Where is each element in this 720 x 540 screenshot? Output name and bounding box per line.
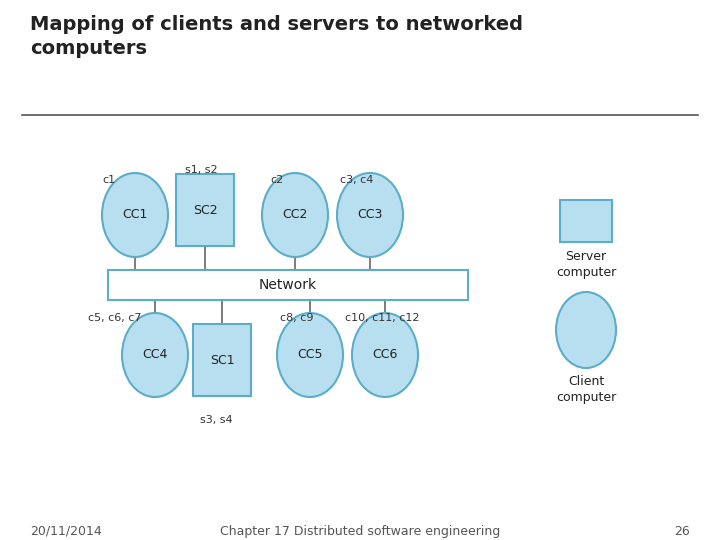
Text: SC1: SC1 xyxy=(210,354,234,367)
FancyBboxPatch shape xyxy=(193,324,251,396)
Text: CC2: CC2 xyxy=(282,208,307,221)
Ellipse shape xyxy=(262,173,328,257)
Text: c3, c4: c3, c4 xyxy=(340,175,374,185)
Text: 20/11/2014: 20/11/2014 xyxy=(30,525,102,538)
FancyBboxPatch shape xyxy=(176,174,234,246)
Text: c10, c11, c12: c10, c11, c12 xyxy=(345,313,420,323)
Text: c8, c9: c8, c9 xyxy=(280,313,313,323)
Ellipse shape xyxy=(102,173,168,257)
Text: Chapter 17 Distributed software engineering: Chapter 17 Distributed software engineer… xyxy=(220,525,500,538)
FancyBboxPatch shape xyxy=(108,270,468,300)
Text: 26: 26 xyxy=(674,525,690,538)
Text: s3, s4: s3, s4 xyxy=(200,415,233,425)
Text: CC3: CC3 xyxy=(357,208,383,221)
Text: CC1: CC1 xyxy=(122,208,148,221)
Text: CC5: CC5 xyxy=(297,348,323,361)
Text: CC4: CC4 xyxy=(143,348,168,361)
Ellipse shape xyxy=(352,313,418,397)
Text: Network: Network xyxy=(259,278,317,292)
Text: Server
computer: Server computer xyxy=(556,250,616,279)
Text: Mapping of clients and servers to networked
computers: Mapping of clients and servers to networ… xyxy=(30,15,523,57)
Text: c5, c6, c7: c5, c6, c7 xyxy=(88,313,142,323)
Ellipse shape xyxy=(556,292,616,368)
Text: Client
computer: Client computer xyxy=(556,375,616,404)
Text: c2: c2 xyxy=(270,175,283,185)
Text: CC6: CC6 xyxy=(372,348,397,361)
Text: c1: c1 xyxy=(102,175,115,185)
Text: SC2: SC2 xyxy=(193,204,217,217)
Ellipse shape xyxy=(122,313,188,397)
Text: s1, s2: s1, s2 xyxy=(185,165,217,175)
FancyBboxPatch shape xyxy=(560,200,612,242)
Ellipse shape xyxy=(277,313,343,397)
Ellipse shape xyxy=(337,173,403,257)
